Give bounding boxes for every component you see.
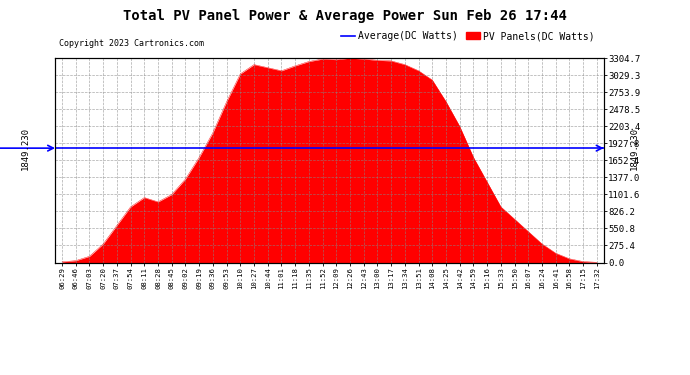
Text: Total PV Panel Power & Average Power Sun Feb 26 17:44: Total PV Panel Power & Average Power Sun… xyxy=(123,9,567,23)
Text: 1849.230: 1849.230 xyxy=(629,127,638,170)
Text: Copyright 2023 Cartronics.com: Copyright 2023 Cartronics.com xyxy=(59,39,204,48)
Legend: Average(DC Watts), PV Panels(DC Watts): Average(DC Watts), PV Panels(DC Watts) xyxy=(337,27,599,45)
Text: 1849.230: 1849.230 xyxy=(21,127,30,170)
